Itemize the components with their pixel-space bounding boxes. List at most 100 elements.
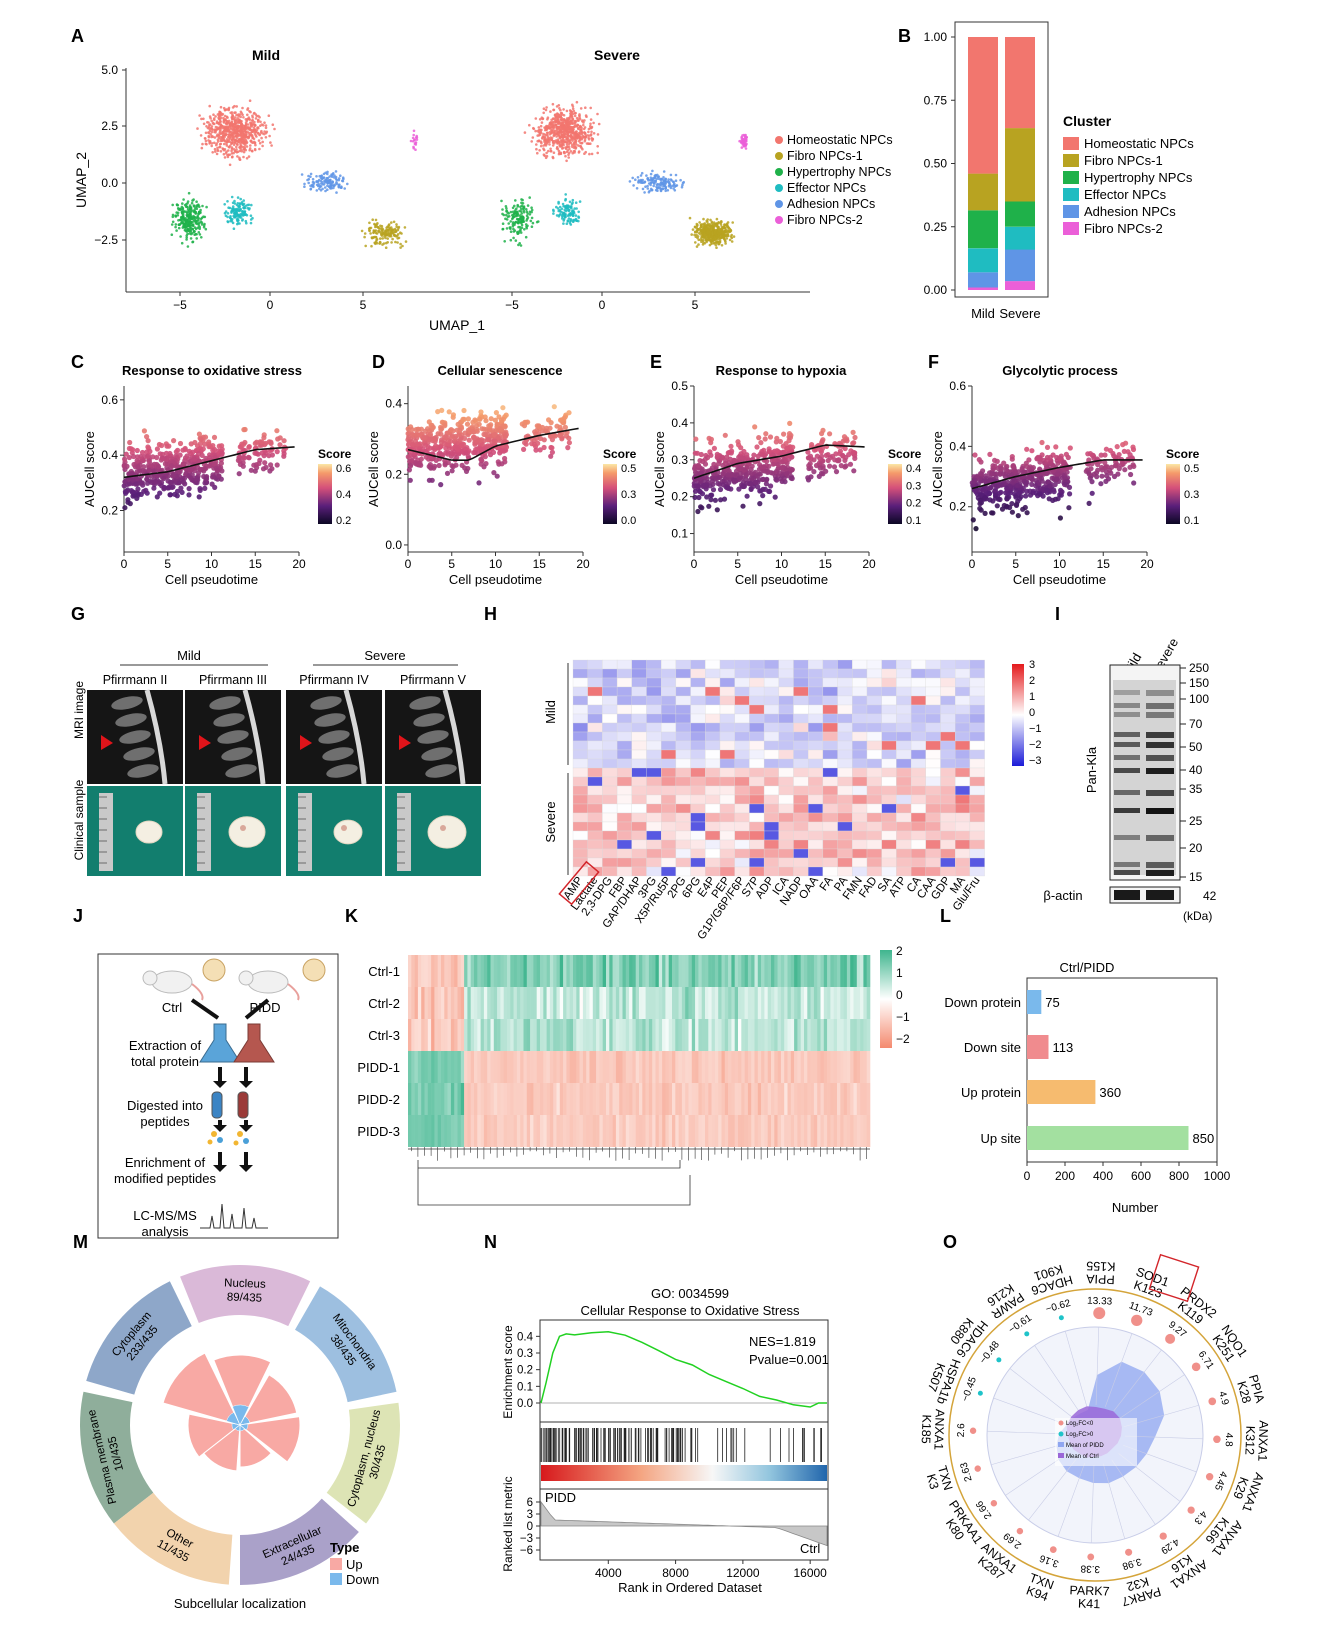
umap-point	[509, 226, 512, 229]
pseudotime-point	[438, 427, 444, 433]
pseudotime-point	[736, 442, 742, 448]
umap-point	[250, 149, 254, 153]
score-colorbar-tick: 0.2	[336, 515, 351, 527]
pseudotime-point	[145, 480, 151, 486]
umap-point	[539, 124, 543, 128]
pseudotime-point	[206, 439, 212, 445]
umap-point	[521, 202, 525, 205]
pseudotime-point	[274, 462, 280, 468]
umap-point	[256, 120, 260, 123]
umap-point	[503, 240, 507, 243]
umap-point	[504, 217, 507, 221]
pseudotime-point	[566, 440, 573, 446]
panel-letter-j: J	[73, 906, 83, 926]
umap-point	[744, 147, 748, 150]
umap-point	[549, 149, 553, 153]
umap-point	[571, 198, 575, 202]
umap-point	[223, 203, 226, 206]
umap-point	[233, 116, 237, 119]
umap-point	[235, 203, 239, 207]
umap-point	[216, 149, 220, 152]
pseudotime-point	[179, 489, 185, 495]
umap-point	[725, 229, 728, 232]
umap-point	[257, 139, 261, 142]
umap-point	[576, 133, 579, 137]
umap-point	[566, 214, 570, 217]
umap-point	[249, 134, 253, 137]
score-legend-title: Score	[888, 447, 922, 461]
cluster-legend-title: Cluster	[1063, 113, 1112, 129]
umap-point	[239, 132, 243, 136]
umap-point	[249, 123, 253, 127]
pseudotime-point	[549, 445, 555, 451]
umap-point	[197, 203, 200, 206]
umap-point	[180, 205, 184, 209]
umap-point	[567, 153, 570, 156]
pseudotime-point	[1067, 445, 1073, 451]
pseudotime-xtick-label: 5	[448, 557, 455, 571]
umap-point	[222, 139, 225, 142]
umap-point	[564, 197, 567, 201]
umap-point	[317, 182, 320, 186]
umap-point	[253, 148, 257, 152]
umap-point	[669, 178, 673, 181]
umap-point	[514, 211, 518, 215]
pseudotime-xtick-label: 20	[862, 557, 876, 571]
umap-point	[247, 136, 250, 140]
pseudotime-point	[758, 440, 764, 446]
pseudotime-point	[449, 433, 455, 439]
umap-point	[566, 145, 569, 149]
umap-point	[582, 123, 585, 127]
umap-point	[582, 127, 586, 131]
score-colorbar-tick: 0.4	[906, 463, 921, 475]
pseudotime-point	[170, 484, 176, 490]
pseudotime-point	[135, 486, 141, 492]
umap-point	[263, 121, 266, 124]
umap-point	[652, 181, 656, 185]
umap-point	[227, 133, 230, 136]
umap-point	[231, 208, 234, 212]
umap-point	[234, 111, 237, 114]
bar-b-ytick-label: 0.25	[924, 220, 948, 234]
pseudotime-point	[427, 431, 433, 437]
umap-point	[213, 141, 216, 145]
pseudotime-xtick-label: 5	[734, 557, 741, 571]
umap-xtick-label: −5	[505, 298, 519, 312]
umap-point	[741, 137, 745, 141]
pseudotime-point	[819, 440, 825, 446]
pseudotime-point	[456, 432, 462, 438]
umap-point	[254, 134, 257, 137]
pseudotime-point	[161, 485, 167, 491]
umap-point	[319, 185, 323, 188]
umap-point	[239, 216, 243, 219]
umap-point	[565, 109, 569, 113]
umap-point	[557, 130, 561, 133]
umap-point	[553, 130, 556, 134]
umap-point	[409, 139, 413, 143]
pseudotime-point	[196, 458, 202, 464]
umap-point	[244, 204, 247, 208]
umap-point	[568, 126, 572, 130]
umap-point	[715, 246, 718, 249]
bar-b-ytick-label: 0.75	[924, 93, 948, 107]
umap-point	[501, 208, 504, 211]
umap-point	[337, 177, 341, 180]
pseudotime-point	[758, 451, 764, 457]
pseudotime-point	[133, 481, 139, 487]
umap-point	[384, 246, 388, 249]
umap-point	[237, 113, 240, 116]
umap-point	[534, 129, 537, 133]
umap-point	[644, 185, 647, 188]
pseudotime-point	[134, 458, 140, 464]
umap-point	[550, 131, 553, 135]
pseudotime-point	[248, 467, 254, 473]
umap-title-mild: Mild	[252, 47, 280, 63]
umap-point	[368, 229, 371, 232]
umap-point	[578, 200, 582, 203]
umap-point	[562, 118, 566, 121]
umap-point	[207, 135, 211, 139]
umap-point	[567, 122, 570, 125]
umap-point	[579, 107, 583, 110]
umap-point	[237, 219, 240, 222]
umap-point	[698, 221, 701, 224]
